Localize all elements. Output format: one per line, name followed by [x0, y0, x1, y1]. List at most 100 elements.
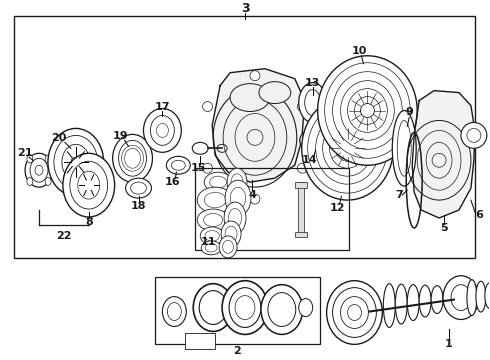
- Text: 20: 20: [51, 133, 67, 143]
- Ellipse shape: [299, 298, 313, 316]
- Ellipse shape: [305, 90, 320, 116]
- Circle shape: [297, 102, 307, 112]
- Text: 8: 8: [85, 217, 93, 227]
- Ellipse shape: [78, 171, 99, 199]
- Text: 14: 14: [302, 155, 318, 165]
- Ellipse shape: [227, 168, 247, 196]
- Ellipse shape: [392, 111, 416, 186]
- Ellipse shape: [224, 202, 246, 234]
- Ellipse shape: [45, 155, 51, 163]
- Ellipse shape: [63, 153, 115, 217]
- Text: 15: 15: [191, 163, 206, 173]
- Ellipse shape: [25, 153, 53, 187]
- Text: 3: 3: [241, 3, 249, 15]
- Text: 10: 10: [352, 46, 367, 56]
- Bar: [155, 277, 319, 345]
- Bar: [295, 182, 307, 188]
- Circle shape: [340, 140, 355, 156]
- Text: 7: 7: [395, 190, 403, 200]
- Ellipse shape: [27, 177, 33, 185]
- Circle shape: [461, 122, 487, 148]
- Polygon shape: [212, 69, 305, 182]
- Circle shape: [250, 194, 260, 204]
- Ellipse shape: [30, 158, 48, 182]
- Circle shape: [297, 163, 307, 173]
- Ellipse shape: [162, 297, 186, 327]
- Ellipse shape: [144, 108, 181, 152]
- Text: 22: 22: [56, 231, 72, 241]
- Text: 12: 12: [330, 203, 345, 213]
- Ellipse shape: [221, 221, 241, 247]
- Ellipse shape: [193, 284, 233, 332]
- Circle shape: [250, 71, 260, 81]
- Text: 21: 21: [17, 148, 33, 158]
- Ellipse shape: [443, 276, 479, 319]
- Ellipse shape: [307, 134, 329, 147]
- Text: 1: 1: [445, 339, 453, 349]
- Ellipse shape: [54, 135, 98, 189]
- Ellipse shape: [192, 142, 208, 154]
- Ellipse shape: [230, 84, 270, 112]
- Ellipse shape: [201, 241, 221, 255]
- Bar: [195, 168, 349, 250]
- Ellipse shape: [197, 187, 233, 213]
- Polygon shape: [412, 91, 475, 218]
- Ellipse shape: [217, 144, 227, 152]
- Text: 5: 5: [440, 223, 448, 233]
- Ellipse shape: [419, 285, 431, 317]
- Ellipse shape: [476, 281, 486, 312]
- Bar: [185, 333, 215, 349]
- Ellipse shape: [122, 145, 144, 171]
- Ellipse shape: [167, 156, 190, 174]
- Ellipse shape: [302, 96, 393, 200]
- Circle shape: [202, 163, 213, 173]
- Bar: [14, 16, 475, 258]
- Ellipse shape: [383, 284, 395, 328]
- Ellipse shape: [150, 116, 174, 145]
- Bar: [295, 232, 307, 237]
- Text: 9: 9: [405, 108, 413, 117]
- Text: 2: 2: [233, 346, 241, 356]
- Ellipse shape: [485, 283, 490, 309]
- Text: 13: 13: [305, 78, 320, 87]
- Ellipse shape: [467, 280, 477, 315]
- Circle shape: [71, 157, 81, 167]
- Ellipse shape: [259, 82, 291, 104]
- Ellipse shape: [124, 148, 141, 168]
- Text: 18: 18: [131, 201, 146, 211]
- Ellipse shape: [200, 227, 224, 245]
- Circle shape: [202, 102, 213, 112]
- Ellipse shape: [443, 286, 455, 310]
- Ellipse shape: [299, 83, 327, 122]
- Ellipse shape: [327, 281, 382, 345]
- Ellipse shape: [219, 236, 237, 258]
- Ellipse shape: [130, 182, 147, 194]
- Ellipse shape: [119, 140, 147, 176]
- Ellipse shape: [70, 161, 108, 209]
- Bar: [298, 182, 304, 234]
- Ellipse shape: [113, 134, 152, 182]
- Text: 4: 4: [248, 190, 256, 200]
- Ellipse shape: [407, 285, 419, 320]
- Ellipse shape: [395, 284, 407, 324]
- Ellipse shape: [197, 209, 229, 231]
- Text: 6: 6: [475, 210, 483, 220]
- Circle shape: [361, 104, 374, 117]
- Ellipse shape: [156, 123, 169, 138]
- Ellipse shape: [35, 165, 43, 175]
- Text: 17: 17: [155, 102, 170, 112]
- Ellipse shape: [318, 56, 417, 165]
- Ellipse shape: [300, 129, 336, 152]
- Text: 11: 11: [200, 237, 216, 247]
- Text: 19: 19: [113, 131, 128, 141]
- Ellipse shape: [431, 286, 443, 314]
- Ellipse shape: [172, 160, 185, 170]
- Ellipse shape: [62, 144, 90, 180]
- Ellipse shape: [222, 281, 268, 334]
- Ellipse shape: [125, 178, 151, 198]
- Ellipse shape: [48, 129, 104, 196]
- Ellipse shape: [45, 177, 51, 185]
- Ellipse shape: [225, 180, 251, 216]
- Ellipse shape: [125, 149, 140, 167]
- Text: 16: 16: [165, 177, 180, 187]
